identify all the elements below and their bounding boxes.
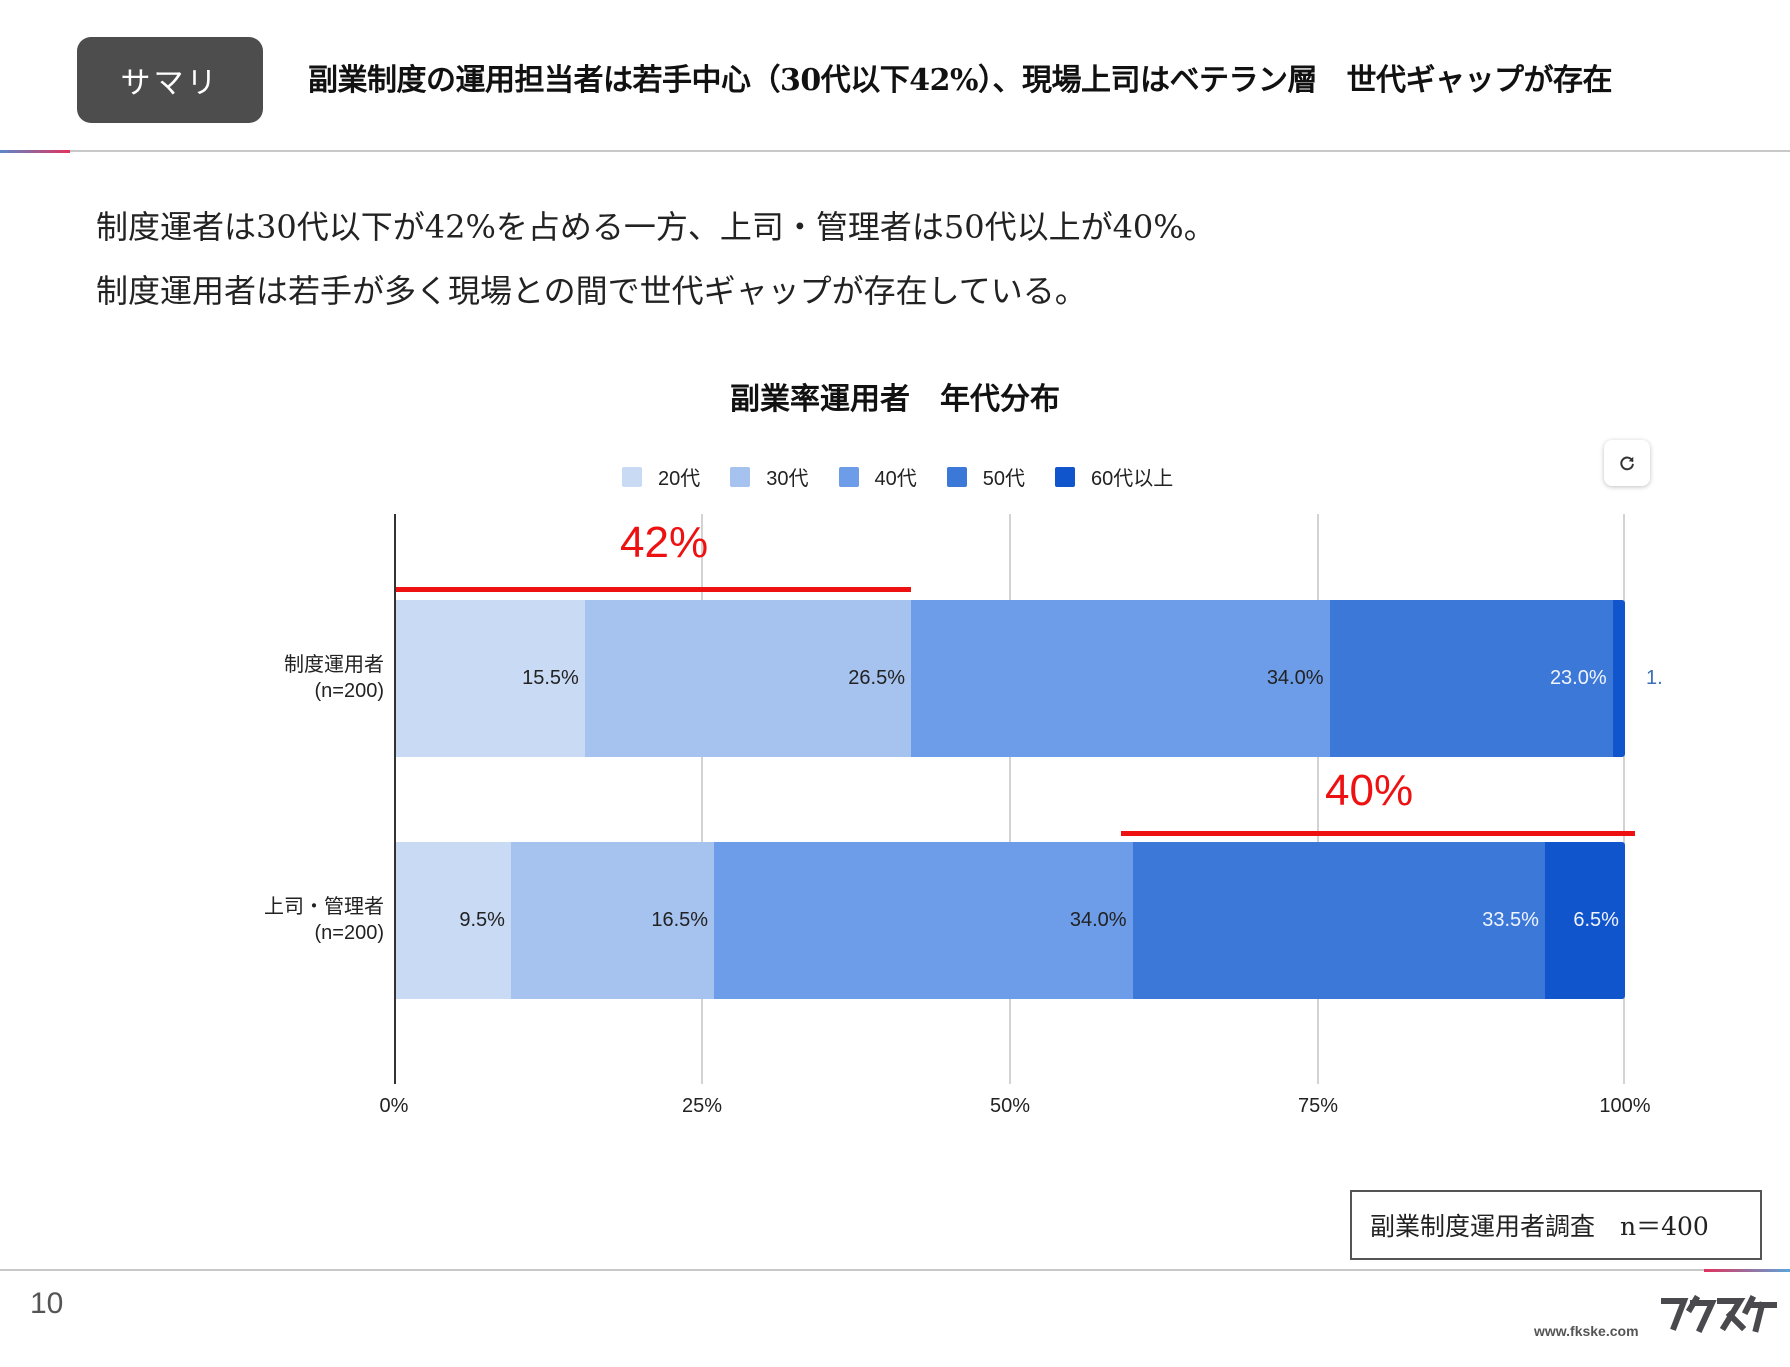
chart-legend: 20代 30代 40代 50代 60代以上 xyxy=(622,462,1203,491)
data-label: 23.0% xyxy=(1549,667,1607,689)
data-label: 33.5% xyxy=(1482,909,1539,931)
row-label-name: 上司・管理者 xyxy=(264,896,384,918)
site-url: www.fkske.com xyxy=(1534,1323,1639,1339)
gridline-25 xyxy=(701,514,703,1084)
data-label: 15.5% xyxy=(522,667,579,689)
header-divider-accent xyxy=(0,150,70,153)
chart-plot-area: 15.5% 26.5% 34.0% 23.0% 1. 9.5% 16.5% 34… xyxy=(394,514,1663,1084)
legend-swatch-icon xyxy=(946,466,967,487)
bar-segment-50s[interactable]: 33.5% xyxy=(1132,842,1545,999)
gridline-75 xyxy=(1317,514,1319,1084)
refresh-icon xyxy=(1620,456,1634,471)
bar-segment-20s[interactable]: 9.5% xyxy=(394,842,511,999)
footer-divider xyxy=(0,1269,1790,1271)
summary-badge: サマリ xyxy=(77,37,263,123)
x-tick-100: 100% xyxy=(1599,1095,1651,1117)
lead-text-line-2: 制度運用者は若手が多く現場との間で世代ギャップが存在している。 xyxy=(96,272,1087,310)
legend-item-30s[interactable]: 30代 xyxy=(730,462,809,491)
data-label: 34.0% xyxy=(1069,909,1127,931)
lead-text-line-1: 制度運者は30代以下が42%を占める一方、上司・管理者は50代以上が40%。 xyxy=(96,208,1216,246)
bar-segment-40s[interactable]: 34.0% xyxy=(911,600,1330,757)
bar-segment-60s-plus[interactable]: 6.5% xyxy=(1544,842,1625,999)
row-label-operators: 制度運用者 (n=200) xyxy=(284,652,384,704)
data-label: 26.5% xyxy=(848,667,905,689)
data-label: 9.5% xyxy=(459,909,505,931)
x-tick-75: 75% xyxy=(1297,1095,1339,1117)
bar-segment-40s[interactable]: 34.0% xyxy=(714,842,1133,999)
chart-title: 副業率運用者 年代分布 xyxy=(730,382,1060,417)
footer-divider-accent xyxy=(1704,1269,1790,1272)
legend-label: 60代以上 xyxy=(1091,468,1174,490)
refresh-button[interactable] xyxy=(1604,440,1650,486)
legend-swatch-icon xyxy=(730,466,751,487)
bar-managers[interactable]: 9.5% 16.5% 34.0% 33.5% 6.5% xyxy=(394,842,1625,999)
legend-swatch-icon xyxy=(622,466,642,487)
bar-segment-20s[interactable]: 15.5% xyxy=(394,600,585,757)
legend-label: 30代 xyxy=(766,468,809,490)
callout-underline-42 xyxy=(396,587,911,592)
legend-label: 20代 xyxy=(658,468,701,490)
legend-label: 50代 xyxy=(982,468,1025,490)
legend-item-20s[interactable]: 20代 xyxy=(622,462,700,491)
callout-40-percent: 40% xyxy=(1325,766,1414,815)
data-label: 16.5% xyxy=(651,909,709,931)
data-label: 6.5% xyxy=(1573,909,1619,931)
fukusuke-logo-icon xyxy=(1661,1294,1777,1333)
row-label-managers: 上司・管理者 (n=200) xyxy=(264,894,384,946)
bar-segment-50s[interactable]: 23.0% xyxy=(1329,600,1613,757)
x-tick-0: 0% xyxy=(379,1095,409,1117)
callout-underline-40 xyxy=(1121,831,1635,836)
bar-segment-60s-plus[interactable] xyxy=(1612,600,1625,757)
callout-42-percent: 42% xyxy=(620,518,709,567)
gridline-100 xyxy=(1623,514,1625,1084)
row-label-n: (n=200) xyxy=(314,922,385,944)
x-tick-25: 25% xyxy=(681,1095,723,1117)
x-tick-50: 50% xyxy=(989,1095,1031,1117)
source-note: 副業制度運用者調査 n＝400 xyxy=(1350,1190,1762,1260)
bar-segment-30s[interactable]: 16.5% xyxy=(510,842,715,999)
legend-item-50s[interactable]: 50代 xyxy=(946,462,1025,491)
legend-label: 40代 xyxy=(874,468,917,490)
bar-segment-30s[interactable]: 26.5% xyxy=(584,600,911,757)
legend-item-60s-plus[interactable]: 60代以上 xyxy=(1055,462,1173,491)
bar-operators[interactable]: 15.5% 26.5% 34.0% 23.0% xyxy=(394,600,1625,757)
legend-swatch-icon xyxy=(838,466,859,487)
gridline-50 xyxy=(1009,514,1011,1084)
y-axis-line xyxy=(394,514,396,1084)
overflow-data-label: 1. xyxy=(1646,667,1663,689)
row-label-name: 制度運用者 xyxy=(284,654,384,676)
row-label-n: (n=200) xyxy=(314,680,385,702)
header-divider xyxy=(0,150,1790,152)
data-label: 34.0% xyxy=(1266,667,1324,689)
legend-swatch-icon xyxy=(1055,466,1075,487)
legend-item-40s[interactable]: 40代 xyxy=(838,462,917,491)
page-number: 10 xyxy=(30,1287,64,1320)
slide-headline: 副業制度の運用担当者は若手中心（30代以下42%）、現場上司はベテラン層 世代ギ… xyxy=(308,63,1613,98)
